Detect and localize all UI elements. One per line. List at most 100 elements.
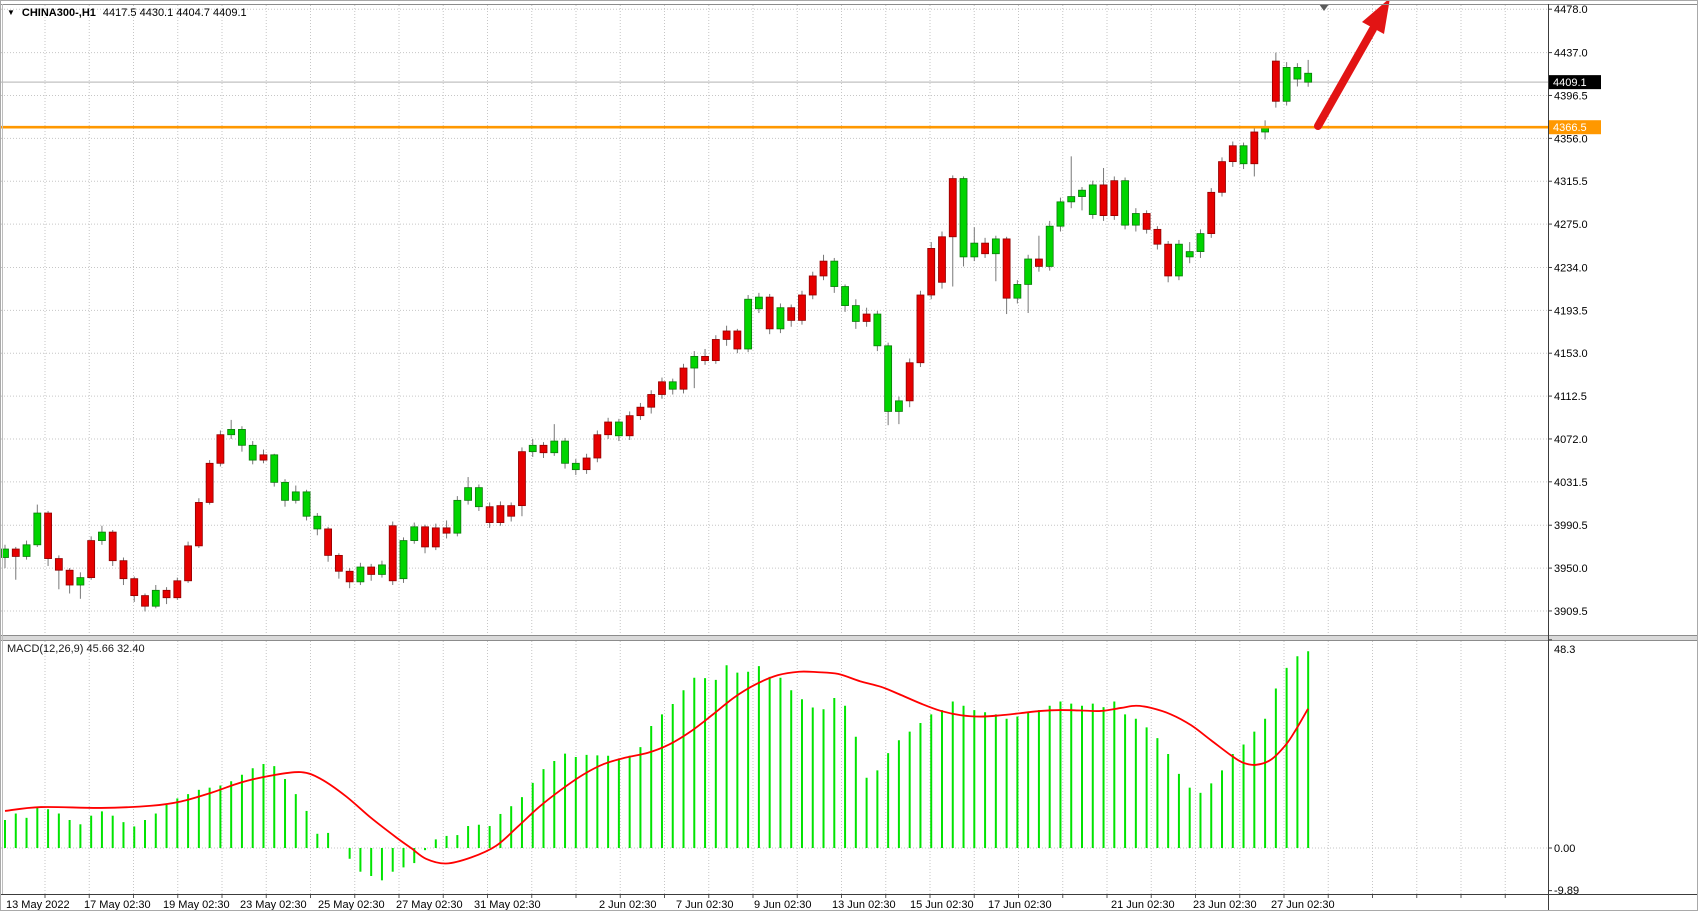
candle-body	[1088, 184, 1097, 215]
candle-body	[819, 260, 828, 277]
candle-body	[1239, 145, 1248, 165]
price-tick-label: 3909.5	[1554, 606, 1588, 618]
candle-body	[1024, 258, 1033, 285]
candle-body	[959, 178, 968, 258]
price-tick-label: 4275.0	[1554, 219, 1588, 231]
candle-body	[485, 506, 494, 523]
candle-body	[1045, 225, 1054, 267]
price-tick-label: 4153.0	[1554, 348, 1588, 360]
panel-separator[interactable]	[1, 635, 1698, 641]
candle-body	[1121, 180, 1129, 226]
candle-body	[259, 454, 268, 461]
time-tick-label: 31 May 02:30	[474, 899, 541, 911]
candle-body	[776, 307, 785, 330]
candle-body	[647, 394, 656, 408]
candle-body	[895, 400, 903, 412]
ohlc-values-label: 4417.5 4430.1 4404.7 4409.1	[102, 7, 247, 19]
candle-body	[399, 540, 408, 580]
candle-body	[130, 578, 139, 597]
candle-body	[194, 502, 203, 547]
candle-body	[324, 528, 333, 556]
candle-body	[1002, 238, 1011, 299]
candle-body	[1250, 131, 1259, 165]
time-tick-label: 27 Jun 02:30	[1271, 899, 1335, 911]
time-tick-label: 21 Jun 02:30	[1111, 899, 1175, 911]
symbol-dropdown-icon[interactable]: ▼	[7, 8, 15, 17]
candle-body	[625, 415, 634, 437]
time-tick-label: 17 Jun 02:30	[988, 899, 1052, 911]
candle-body	[571, 462, 580, 471]
candle-body	[701, 355, 709, 362]
candle-body	[108, 531, 117, 562]
candle-body	[636, 406, 645, 417]
candle-body	[345, 570, 354, 583]
time-axis[interactable]	[1, 894, 1548, 910]
candle-body	[1067, 196, 1076, 203]
time-tick-label: 23 Jun 02:30	[1193, 899, 1257, 911]
candle-body	[1142, 213, 1151, 230]
candle-body	[1164, 243, 1173, 277]
price-tick-label: 4031.5	[1554, 477, 1588, 489]
candle-body	[1, 548, 9, 558]
price-tick-label: 4112.5	[1554, 391, 1587, 403]
candle-body	[1282, 67, 1291, 102]
candle-body	[44, 512, 52, 559]
candles-group	[1, 52, 1313, 612]
candle-body	[884, 345, 893, 412]
candle-body	[1078, 189, 1086, 197]
macd-tick-label: -9.89	[1554, 885, 1579, 897]
macd-indicator-label: MACD(12,26,9) 45.66 32.40	[7, 643, 145, 655]
candle-body	[787, 307, 796, 321]
candle-body	[679, 367, 688, 390]
candle-body	[248, 444, 257, 461]
price-tick-label: 4437.0	[1554, 48, 1588, 60]
candle-body	[1099, 184, 1108, 217]
candle-body	[938, 236, 946, 283]
candle-body	[410, 526, 419, 541]
candle-body	[507, 505, 516, 517]
candle-body	[367, 566, 376, 575]
time-tick-label: 7 Jun 02:30	[676, 899, 734, 911]
candle-body	[205, 462, 214, 503]
candle-body	[1110, 180, 1119, 217]
chart-shift-marker-icon[interactable]	[1319, 4, 1329, 11]
candle-body	[141, 595, 149, 607]
candle-body	[442, 527, 451, 534]
candle-body	[1175, 243, 1183, 277]
candle-body	[808, 275, 817, 296]
candle-body	[561, 440, 569, 464]
candle-body	[658, 381, 666, 395]
candle-body	[378, 564, 386, 575]
candle-body	[614, 421, 623, 437]
candle-body	[862, 313, 871, 322]
bid-price-badge	[1549, 75, 1601, 90]
time-tick-label: 27 May 02:30	[396, 899, 463, 911]
candle-body	[474, 487, 483, 508]
price-tick-label: 4478.0	[1554, 4, 1588, 16]
candle-body	[1056, 201, 1065, 227]
candle-body	[841, 286, 849, 306]
price-tick-label: 3990.5	[1554, 520, 1588, 532]
candle-body	[388, 525, 397, 582]
level-price-badge-label: 4366.5	[1553, 122, 1587, 134]
candle-body	[173, 580, 182, 599]
candle-body	[1304, 72, 1313, 83]
candle-body	[291, 491, 300, 501]
candle-body	[539, 444, 548, 454]
candle-body	[356, 566, 365, 583]
price-tick-label: 4356.0	[1554, 133, 1588, 145]
candle-body	[1207, 191, 1216, 235]
trend-arrow-shaft	[1314, 25, 1377, 130]
time-tick-label: 15 Jun 02:30	[910, 899, 974, 911]
candle-body	[1228, 145, 1237, 163]
price-axis[interactable]	[1547, 1, 1697, 894]
candle-body	[981, 242, 989, 255]
candle-body	[1013, 284, 1022, 299]
price-tick-label: 4396.5	[1554, 90, 1588, 102]
candle-body	[119, 560, 128, 580]
candle-body	[830, 260, 839, 287]
time-tick-label: 13 Jun 02:30	[832, 899, 896, 911]
candle-body	[54, 558, 63, 571]
macd-tick-label: 0.00	[1554, 843, 1575, 855]
